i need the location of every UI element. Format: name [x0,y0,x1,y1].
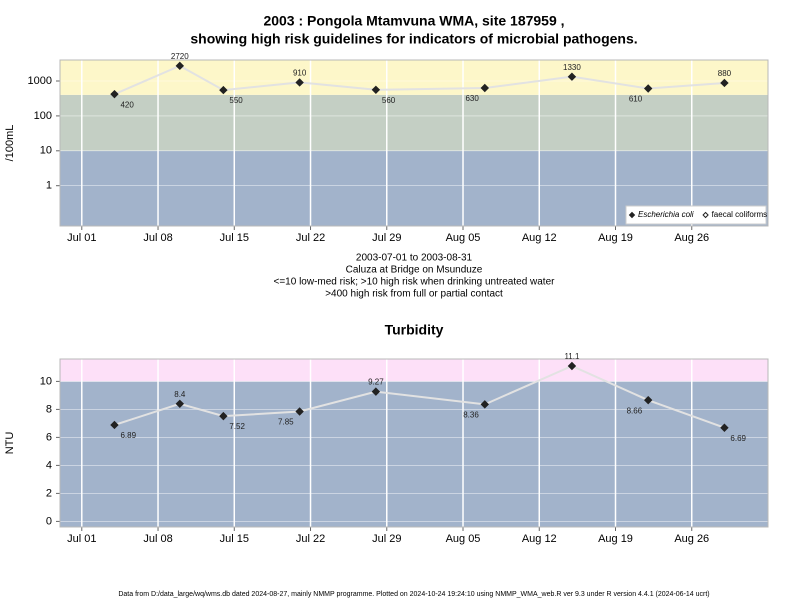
footer: Data from D:/data_large/wq/wms.db dated … [118,591,709,598]
data-point [219,85,228,95]
x-tick-label: Jul 01 [67,533,96,545]
x-tick-label: Aug 26 [674,232,709,244]
y-tick-label: 6 [46,431,52,443]
data-point [295,78,304,87]
y-tick-label: 10 [40,145,52,157]
plot-frame [59,358,769,528]
chart-title: 2003 : Pongola Mtamvuna WMA, site 187959… [263,13,564,29]
data-label: 880 [718,69,732,78]
data-point [480,83,490,93]
x-tick-label: Jul 01 [67,232,96,244]
x-tick-label: Aug 12 [522,533,557,545]
x-tick-label: Jul 22 [296,232,325,244]
y-tick-label: 8 [46,403,52,415]
data-point [219,411,228,421]
x-tick-label: Jul 29 [372,232,401,244]
data-label: 8.66 [627,406,643,415]
chart-title: Turbidity [385,322,444,338]
data-label: 550 [229,96,243,105]
data-point [567,361,577,371]
data-point [720,423,729,432]
data-label: 6.89 [120,431,136,440]
data-point [720,78,729,88]
y-tick-label: 1 [46,180,52,192]
data-point [371,85,381,95]
data-label: 2720 [171,52,189,61]
data-label: 420 [120,100,134,109]
data-point [371,387,381,396]
annotation: >400 high risk from full or partial cont… [325,289,503,300]
data-label: 7.85 [278,418,294,427]
x-tick-label: Aug 19 [598,533,633,545]
data-point [567,72,577,81]
legend-marker [702,211,709,219]
x-tick-label: Jul 08 [143,232,172,244]
legend-marker [628,211,636,219]
data-point [480,400,490,409]
x-tick-label: Jul 15 [220,232,249,244]
data-label: 630 [465,94,479,103]
data-point [110,89,119,99]
data-label: 6.69 [730,434,746,443]
data-point [175,61,185,71]
legend: Escherichia coli faecal coliforms [625,205,768,225]
x-tick-label: Aug 19 [598,232,633,244]
data-label: 8.4 [174,390,186,399]
plot-frame [59,59,769,227]
x-tick-label: Aug 26 [674,533,709,545]
y-tick-label: 10 [40,375,52,387]
data-point [295,407,304,416]
data-point [643,84,653,93]
x-tick-label: Aug 05 [446,232,481,244]
x-tick-label: Aug 05 [446,533,481,545]
data-point [175,399,185,409]
y-tick-label: 1000 [28,75,52,87]
chart-subtitle: showing high risk guidelines for indicat… [190,31,637,47]
data-label: 11.1 [564,352,580,361]
y-tick-label: 4 [46,459,52,471]
y-tick-label: 2 [46,487,52,499]
legend-box [625,205,767,225]
risk-band [60,359,768,382]
data-point [643,395,653,405]
x-tick-label: Aug 12 [522,232,557,244]
data-label: 560 [382,96,396,105]
y-axis-label: /100mL [4,125,16,162]
data-label: 610 [629,95,643,104]
data-label: 910 [293,69,307,78]
data-label: 9.27 [368,378,384,387]
x-tick-label: Jul 08 [143,533,172,545]
risk-band [60,94,768,151]
y-axis-label: NTU [4,432,16,455]
x-tick-label: Jul 15 [220,533,249,545]
annotation: 2003-07-01 to 2003-08-31 [356,253,473,264]
y-tick-label: 100 [34,110,52,122]
annotation: <=10 low-med risk; >10 high risk when dr… [274,277,556,288]
data-label: 8.36 [463,410,479,419]
x-tick-label: Jul 22 [296,533,325,545]
y-tick-label: 0 [46,515,52,527]
data-label: 1330 [563,63,581,72]
legend-label: faecal coliforms [712,210,768,219]
legend-label: Escherichia coli [638,210,694,219]
data-point [110,420,119,430]
data-label: 7.52 [229,422,245,431]
x-tick-label: Jul 29 [372,533,401,545]
annotation: Caluza at Bridge on Msunduze [346,265,483,276]
risk-band [60,381,768,527]
